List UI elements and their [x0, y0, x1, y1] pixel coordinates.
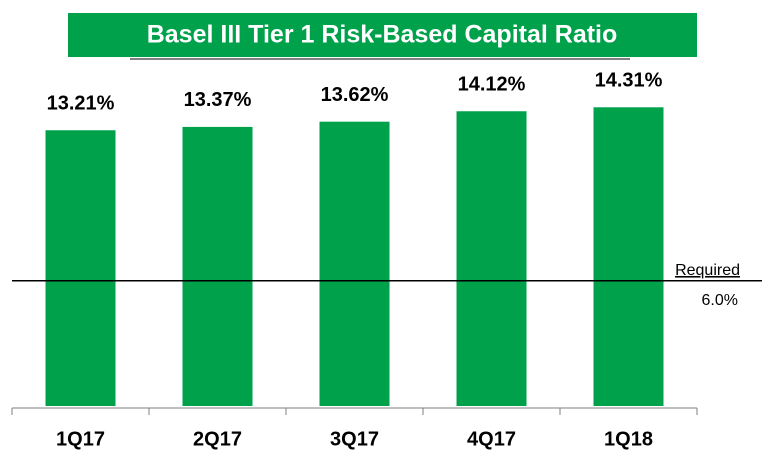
- reference-label: Required: [675, 262, 740, 279]
- bar: [182, 126, 253, 407]
- value-label: 14.12%: [458, 74, 526, 96]
- x-tick-label: 1Q17: [56, 428, 105, 450]
- bar: [593, 107, 664, 406]
- x-tick-label: 4Q17: [467, 428, 516, 450]
- title-box: [68, 13, 697, 57]
- bar: [45, 130, 116, 406]
- bar: [456, 111, 527, 407]
- value-label: 13.62%: [321, 84, 389, 106]
- value-label: 14.31%: [595, 70, 663, 92]
- reference-value-label: 6.0%: [702, 292, 738, 309]
- x-tick-label: 2Q17: [193, 428, 242, 450]
- chart-title: Basel III Tier 1 Risk-Based Capital Rati…: [147, 21, 618, 49]
- value-label: 13.21%: [47, 93, 115, 115]
- bar: [319, 121, 390, 407]
- x-tick-label: 3Q17: [330, 428, 379, 450]
- value-label: 13.37%: [184, 89, 252, 111]
- x-tick-label: 1Q18: [604, 428, 653, 450]
